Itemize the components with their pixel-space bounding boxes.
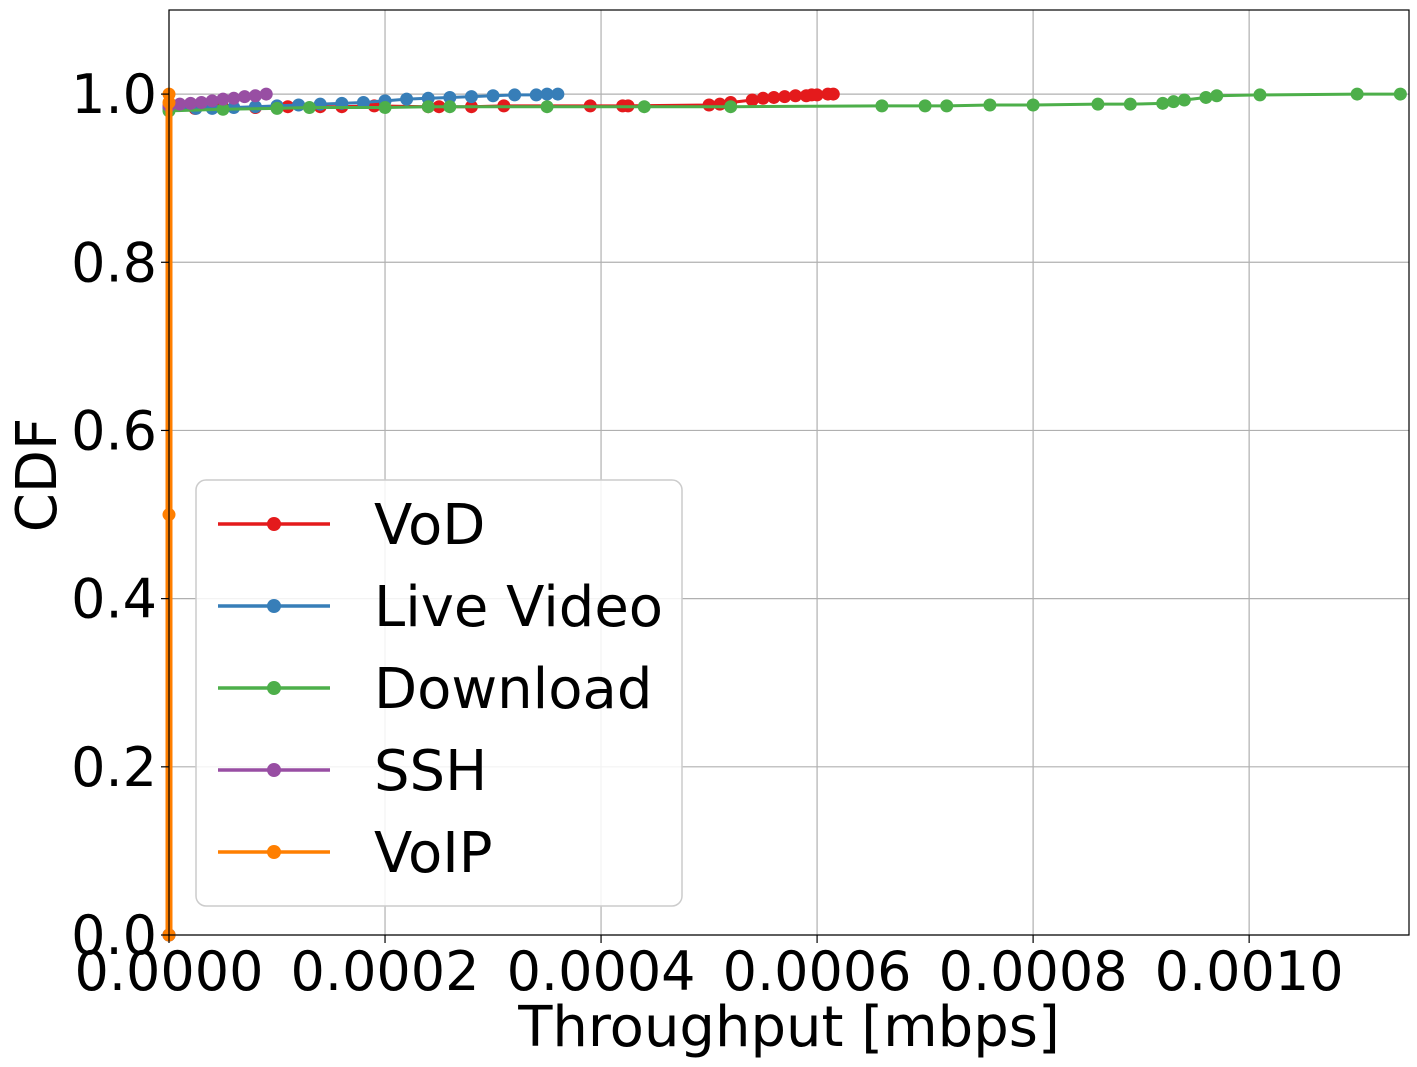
data-point (875, 99, 889, 113)
data-point (1026, 98, 1040, 112)
data-point (767, 90, 781, 104)
x-tick-label: 0.0002 (291, 940, 480, 1003)
legend-item: Download (218, 657, 652, 722)
data-point (302, 101, 316, 115)
plot-frame (168, 9, 1410, 936)
data-point (637, 100, 651, 114)
data-point (826, 87, 840, 101)
y-tick-layer: 0.0 0.2 0.4 0.6 0.8 1.0 (71, 63, 169, 967)
legend-label: Live Video (374, 575, 663, 640)
data-point (227, 91, 241, 105)
data-point (1091, 97, 1105, 111)
data-point (918, 99, 932, 113)
data-point (205, 94, 219, 108)
data-point (745, 93, 759, 107)
legend-marker (267, 599, 281, 613)
data-point (378, 101, 392, 115)
data-point (400, 92, 414, 106)
legend-label: SSH (374, 739, 487, 804)
data-point (486, 89, 500, 103)
legend-box (195, 479, 683, 907)
y-tick-label: 0.2 (71, 736, 157, 799)
data-point (1393, 87, 1407, 101)
data-point (540, 100, 554, 114)
data-point (1167, 95, 1181, 109)
data-point (1199, 90, 1213, 104)
data-point (194, 96, 208, 109)
data-point (216, 92, 230, 106)
x-tick-layer: 0.0000 0.0002 0.0004 0.0006 0.0008 0.0010 (75, 935, 1344, 1003)
data-point (464, 90, 478, 104)
legend-item: SSH (218, 739, 487, 804)
legend-marker (267, 763, 281, 777)
x-tick-label: 0.0004 (507, 940, 696, 1003)
data-point (443, 90, 457, 104)
data-point (1253, 88, 1267, 102)
legend-label: VoIP (374, 821, 493, 886)
data-point (173, 97, 187, 111)
data-point (1123, 97, 1137, 111)
y-tick-label: 0.8 (71, 231, 157, 294)
y-tick-label: 0.6 (71, 399, 157, 462)
legend-item: VoIP (218, 821, 493, 886)
legend-item: VoD (218, 493, 485, 558)
legend-item: Live Video (218, 575, 663, 640)
data-point (724, 100, 738, 114)
data-point (248, 89, 262, 103)
data-point (508, 88, 522, 102)
legend-marker (267, 517, 281, 531)
legend-items: VoD Live Video Download SSH VoIP (218, 493, 663, 886)
data-point (810, 88, 824, 102)
x-tick-label: 0.0008 (939, 940, 1128, 1003)
data-point (184, 96, 198, 110)
legend-label: VoD (374, 493, 485, 558)
data-point (1177, 93, 1191, 107)
data-point (778, 90, 792, 104)
y-axis-label: CDF (5, 418, 70, 532)
x-tick-label: 0.0010 (1155, 940, 1344, 1003)
data-point (238, 90, 252, 104)
legend-marker (267, 845, 281, 859)
data-point (983, 98, 997, 112)
data-point (756, 91, 770, 105)
y-tick-label: 0.0 (71, 904, 157, 967)
data-point (551, 87, 565, 101)
legend-label: Download (374, 657, 652, 722)
data-point (421, 100, 435, 114)
y-tick-label: 1.0 (71, 63, 157, 126)
x-tick-label: 0.0000 (75, 940, 264, 1003)
data-point (529, 88, 543, 102)
data-point (788, 89, 802, 103)
x-tick-label: 0.0006 (723, 940, 912, 1003)
data-point (940, 99, 954, 113)
y-tick-label: 0.4 (71, 568, 157, 631)
data-point (259, 87, 273, 101)
data-point (443, 100, 457, 114)
data-point (216, 102, 230, 116)
data-point (356, 96, 370, 109)
data-point (1350, 87, 1364, 101)
x-axis-label: Throughput [mbps] (517, 995, 1060, 1060)
data-point (227, 101, 241, 115)
legend: VoD Live Video Download SSH VoIP (195, 479, 683, 907)
data-point (1210, 89, 1224, 103)
data-point (292, 98, 306, 112)
data-point (1156, 96, 1170, 110)
data-point (702, 98, 716, 112)
data-point (270, 101, 284, 115)
legend-marker (267, 681, 281, 695)
data-point (540, 87, 554, 101)
